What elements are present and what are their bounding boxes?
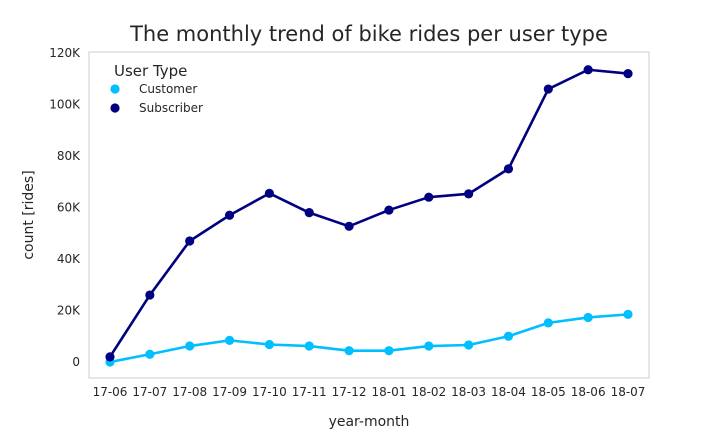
data-point: [623, 69, 633, 79]
legend-marker: [110, 84, 120, 94]
data-point: [543, 84, 553, 94]
series-layer: [105, 65, 633, 367]
x-tick-label: 17-07: [132, 385, 167, 399]
y-tick-label: 100K: [49, 98, 81, 112]
chart-title: The monthly trend of bike rides per user…: [129, 22, 608, 46]
data-point: [185, 341, 195, 351]
legend-marker: [110, 103, 120, 113]
data-point: [145, 349, 155, 359]
legend: User Type Customer Subscriber: [110, 62, 203, 115]
x-tick-label: 18-01: [371, 385, 406, 399]
x-tick-label: 18-02: [411, 385, 446, 399]
data-point: [224, 210, 235, 220]
legend-label: Subscriber: [139, 101, 203, 115]
y-tick-label: 0: [72, 355, 80, 369]
x-tick-label: 17-12: [332, 385, 367, 399]
x-tick-label: 17-09: [212, 385, 247, 399]
x-tick-label: 17-10: [252, 385, 287, 399]
data-point: [264, 339, 274, 350]
data-point: [304, 341, 314, 351]
data-point: [105, 352, 115, 362]
data-point: [464, 340, 474, 350]
data-point: [145, 290, 155, 300]
y-tick-label: 40K: [57, 252, 81, 266]
y-axis-ticks: 0 20K 40K 60K 80K 100K 120K: [49, 46, 81, 369]
x-tick-label: 18-05: [531, 385, 566, 399]
y-tick-label: 80K: [57, 149, 81, 163]
data-point: [503, 331, 514, 341]
x-axis-ticks: 17-06 17-07 17-08 17-09 17-10 17-11 17-12 18-01…: [93, 385, 646, 399]
data-point: [583, 65, 593, 75]
legend-label: Customer: [139, 82, 197, 96]
series-line: [109, 313, 629, 364]
x-tick-label: 17-08: [172, 385, 207, 399]
y-axis-label: count [rides]: [21, 170, 37, 259]
data-point: [583, 312, 593, 323]
series-subscriber: [105, 65, 633, 362]
data-point: [623, 309, 633, 319]
x-tick-label: 17-06: [93, 385, 128, 399]
data-point: [185, 236, 195, 246]
x-tick-label: 18-03: [451, 385, 486, 399]
y-tick-label: 20K: [57, 304, 81, 318]
x-tick-label: 17-11: [292, 385, 327, 399]
legend-title: User Type: [114, 62, 187, 80]
x-tick-label: 18-06: [571, 385, 606, 399]
series-line: [108, 68, 629, 358]
data-point: [344, 346, 354, 356]
series-customer: [105, 309, 633, 367]
data-point: [384, 346, 394, 356]
x-axis-label: year-month: [329, 414, 410, 430]
data-point: [304, 208, 314, 218]
data-point: [384, 205, 394, 215]
data-point: [224, 335, 235, 345]
data-point: [503, 164, 514, 174]
x-tick-label: 18-04: [491, 385, 526, 399]
data-point: [424, 341, 434, 351]
data-point: [543, 318, 553, 328]
data-point: [464, 189, 474, 199]
y-tick-label: 60K: [57, 201, 81, 215]
data-point: [424, 192, 434, 202]
data-point: [264, 188, 274, 198]
plot-area: [88, 51, 650, 379]
x-tick-label: 18-07: [611, 385, 646, 399]
data-point: [344, 221, 354, 231]
y-tick-label: 120K: [49, 46, 81, 60]
